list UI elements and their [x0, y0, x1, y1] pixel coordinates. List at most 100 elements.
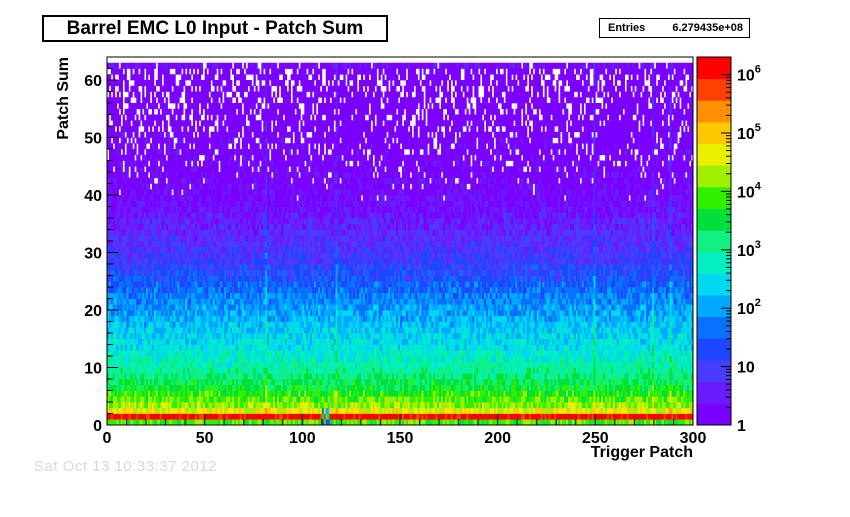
heatmap-cell — [232, 235, 235, 242]
heatmap-cell — [138, 166, 141, 173]
heatmap-cell — [134, 367, 137, 374]
heatmap-cell — [167, 143, 170, 150]
heatmap-cell — [269, 177, 272, 184]
heatmap-cell — [232, 189, 235, 196]
heatmap-cell — [241, 356, 245, 363]
heatmap-cell — [167, 160, 170, 167]
heatmap-cell — [206, 315, 209, 322]
heatmap-cell — [187, 235, 190, 242]
heatmap-cell — [114, 166, 118, 173]
heatmap-cell — [218, 195, 221, 202]
heatmap-cell — [189, 350, 192, 357]
heatmap-cell — [177, 108, 180, 115]
heatmap-cell — [185, 413, 188, 420]
heatmap-cell — [149, 338, 153, 345]
heatmap-cell — [161, 62, 164, 69]
heatmap-cell — [200, 275, 204, 282]
heatmap-cell — [146, 97, 149, 104]
heatmap-cell — [235, 373, 239, 380]
heatmap-cell — [226, 333, 229, 340]
heatmap-cell — [271, 206, 274, 213]
heatmap-cell — [175, 281, 178, 288]
heatmap-cell — [116, 114, 120, 121]
heatmap-cell — [194, 384, 198, 391]
heatmap-cell — [228, 218, 231, 225]
heatmap-cell — [142, 131, 145, 138]
heatmap-cell — [263, 189, 266, 196]
heatmap-cell — [245, 350, 248, 357]
heatmap-cell — [245, 183, 248, 190]
heatmap-cell — [118, 114, 122, 121]
heatmap-cell — [181, 298, 184, 305]
heatmap-cell — [124, 252, 127, 259]
heatmap-cell — [189, 315, 192, 322]
heatmap-cell — [118, 218, 122, 225]
heatmap-cell — [175, 120, 178, 127]
heatmap-cell — [140, 137, 143, 144]
heatmap-cell — [226, 114, 229, 121]
heatmap-cell — [239, 126, 243, 133]
heatmap-cell — [235, 402, 239, 409]
heatmap-cell — [228, 350, 231, 357]
heatmap-cell — [185, 407, 188, 414]
heatmap-cell — [142, 269, 145, 276]
heatmap-cell — [124, 160, 127, 167]
heatmap-cell — [247, 154, 250, 161]
heatmap-cell — [163, 235, 166, 242]
heatmap-cell — [220, 379, 223, 386]
heatmap-cell — [267, 327, 270, 334]
heatmap-cell — [155, 103, 159, 110]
heatmap-cell — [183, 166, 186, 173]
heatmap-cell — [120, 229, 123, 236]
heatmap-cell — [253, 246, 256, 253]
heatmap-cell — [189, 356, 192, 363]
heatmap-cell — [163, 85, 166, 92]
heatmap-cell — [124, 85, 127, 92]
heatmap-cell — [107, 292, 110, 299]
heatmap-cell — [126, 114, 129, 121]
heatmap-cell — [169, 160, 172, 167]
heatmap-cell — [185, 258, 188, 265]
heatmap-cell — [216, 287, 219, 294]
heatmap-cell — [263, 264, 266, 271]
heatmap-cell — [124, 269, 127, 276]
heatmap-cell — [183, 160, 186, 167]
heatmap-cell — [265, 350, 268, 357]
heatmap-cell — [148, 114, 151, 121]
heatmap-cell — [169, 390, 172, 397]
heatmap-cell — [149, 206, 153, 213]
heatmap-cell — [167, 223, 170, 230]
heatmap-cell — [233, 80, 237, 87]
heatmap-cell — [167, 264, 170, 271]
heatmap-cell — [249, 137, 252, 144]
heatmap-cell — [263, 229, 266, 236]
heatmap-cell — [226, 419, 229, 426]
heatmap-cell — [222, 241, 225, 248]
heatmap-cell — [259, 384, 262, 391]
heatmap-cell — [269, 97, 272, 104]
heatmap-cell — [257, 390, 260, 397]
heatmap-cell — [192, 177, 196, 184]
heatmap-cell — [171, 97, 174, 104]
heatmap-cell — [214, 379, 217, 386]
heatmap-cell — [187, 338, 190, 345]
heatmap-cell — [247, 206, 250, 213]
heatmap-cell — [241, 166, 245, 173]
heatmap-cell — [148, 310, 151, 317]
heatmap-cell — [253, 235, 256, 242]
heatmap-cell — [140, 304, 143, 311]
heatmap-cell — [155, 229, 159, 236]
heatmap-cell — [210, 172, 213, 179]
heatmap-cell — [235, 85, 239, 92]
heatmap-cell — [128, 327, 131, 334]
heatmap-cell — [198, 258, 202, 265]
heatmap-cell — [130, 338, 133, 345]
heatmap-cell — [151, 103, 155, 110]
heatmap-cell — [194, 149, 198, 156]
heatmap-cell — [124, 413, 127, 420]
heatmap-cell — [169, 264, 172, 271]
heatmap-cell — [130, 373, 133, 380]
heatmap-cell — [132, 189, 135, 196]
heatmap-cell — [114, 235, 118, 242]
heatmap-cell — [196, 120, 200, 127]
